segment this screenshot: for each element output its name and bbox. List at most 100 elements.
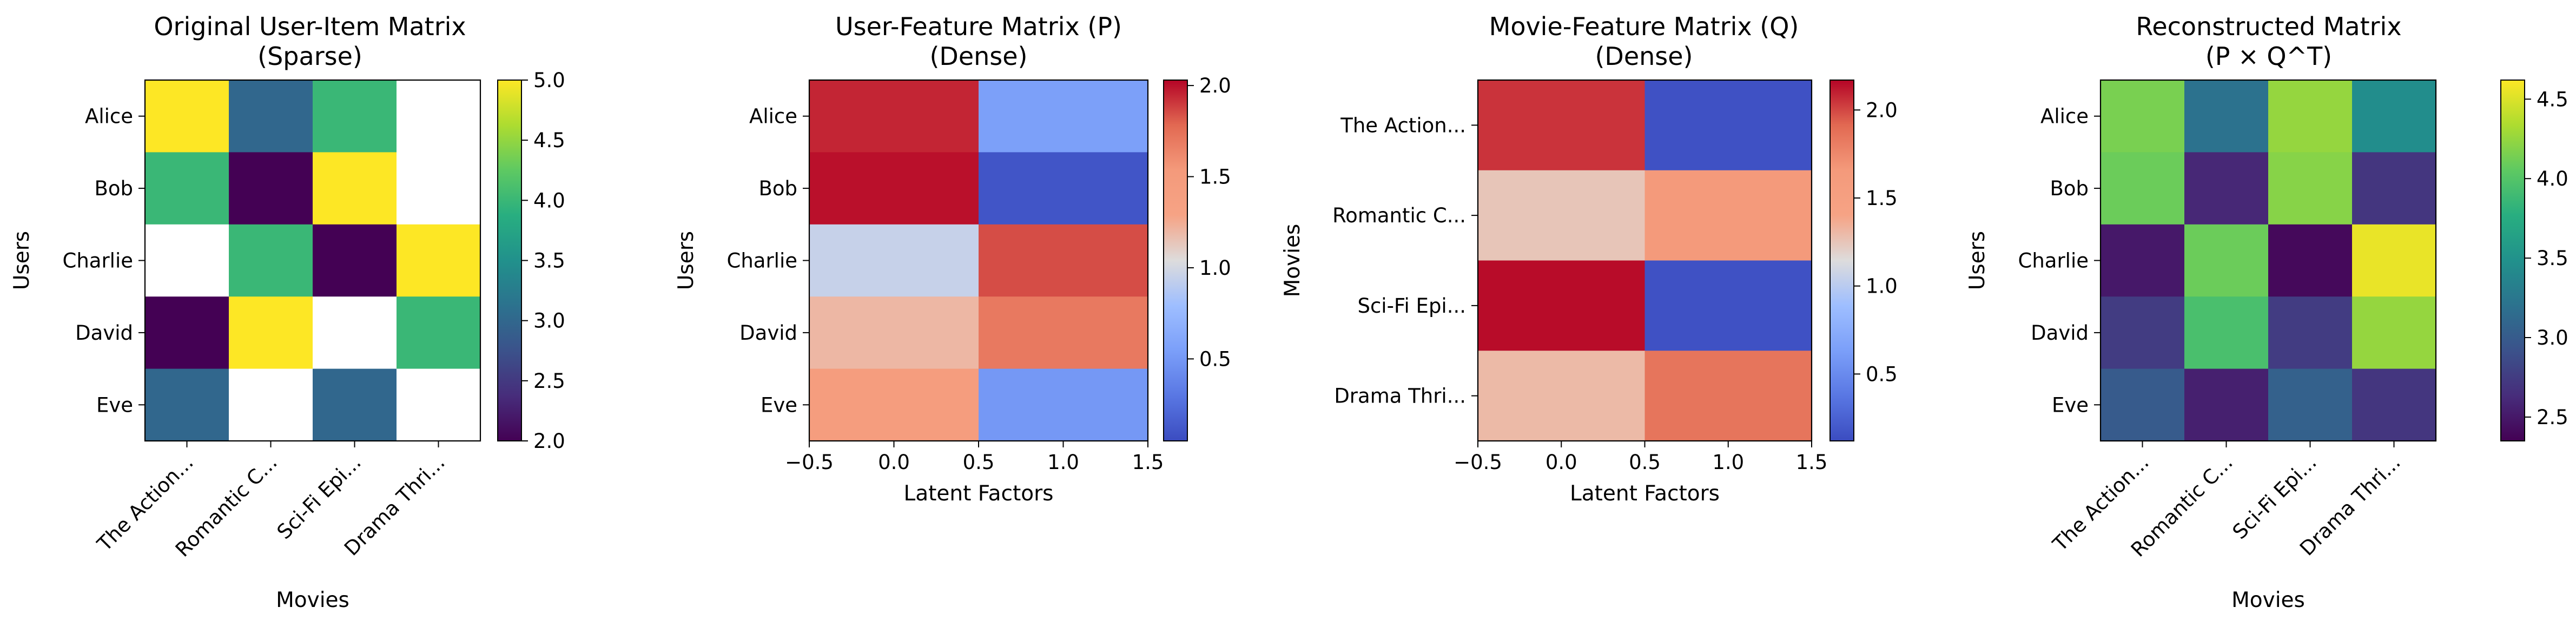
colorbar-tick-label: 2.5 xyxy=(2537,406,2568,429)
panel-original-matrix: Original User-Item Matrix (Sparse) Alice… xyxy=(10,12,565,612)
heatmap-cell xyxy=(2352,80,2436,153)
panel-title-line1: Original User-Item Matrix xyxy=(154,12,466,41)
x-tick-label: −0.5 xyxy=(1454,451,1502,474)
heatmap-plot: Alice Bob Charlie David Eve Users −0.5 0.0 0.5 1.… xyxy=(674,74,1231,506)
heatmap-cell xyxy=(979,368,1148,441)
colorbar-tick-label: 4.0 xyxy=(533,189,565,212)
colorbar-tick-label: 1.5 xyxy=(1199,166,1231,189)
x-tick-label: 0.0 xyxy=(1545,451,1577,474)
heatmap-cell xyxy=(809,80,979,153)
panel-user-feature-matrix: User-Feature Matrix (P) (Dense) Alice Bob… xyxy=(674,12,1231,506)
heatmap-cell xyxy=(1478,351,1646,441)
panel-title-line1: Reconstructed Matrix xyxy=(2136,12,2401,41)
y-tick-label: Sci-Fi Epi... xyxy=(1357,294,1466,318)
colorbar-tick-label: 4.5 xyxy=(533,129,565,152)
heatmap-cell xyxy=(145,152,229,225)
panel-title-line2: (P × Q^T) xyxy=(2205,42,2332,71)
x-axis-label: Movies xyxy=(276,588,349,612)
y-tick-label: The Action... xyxy=(1340,114,1466,137)
colorbar-tick-label: 3.5 xyxy=(533,249,565,273)
colorbar xyxy=(1829,80,1854,441)
y-tick-label: Charlie xyxy=(727,249,798,273)
heatmap-cell-empty xyxy=(145,224,229,297)
heatmap-cell xyxy=(809,224,979,297)
heatmap-cell xyxy=(809,296,979,369)
heatmap-plot: The Action... Romantic C... Sci-Fi Epi... D… xyxy=(1280,79,1898,506)
colorbar-tick-label: 0.5 xyxy=(1866,362,1898,386)
heatmap-cell xyxy=(2101,368,2185,441)
colorbar-tick-label: 5.0 xyxy=(533,69,565,92)
heatmap-cell xyxy=(2352,152,2436,225)
colorbar-tick-label: 3.0 xyxy=(533,309,565,333)
y-tick-label: Romantic C... xyxy=(1332,204,1466,227)
colorbar-tick-label: 2.5 xyxy=(533,369,565,393)
heatmap-cell-empty xyxy=(229,368,313,441)
heatmap-cell-empty xyxy=(313,296,397,369)
heatmap-cell xyxy=(229,296,313,369)
colorbar-tick-label: 2.0 xyxy=(1866,98,1898,122)
x-tick-label: 1.5 xyxy=(1132,451,1164,474)
x-tick-label: 1.5 xyxy=(1796,451,1828,474)
y-tick-label: Bob xyxy=(758,177,797,200)
heatmap-cell xyxy=(809,152,979,225)
heatmap-cell xyxy=(1644,351,1812,441)
heatmap-cell xyxy=(979,80,1148,153)
heatmap-cell xyxy=(2184,152,2269,225)
heatmap-cell xyxy=(1644,80,1812,171)
heatmap-cell xyxy=(2268,368,2353,441)
heatmap-cell xyxy=(2184,296,2269,369)
heatmap-cell xyxy=(809,368,979,441)
y-tick-label: Charlie xyxy=(2018,249,2089,273)
heatmap-cell xyxy=(979,296,1148,369)
y-axis-label: Users xyxy=(10,231,34,290)
heatmap-cell xyxy=(1644,170,1812,261)
colorbar xyxy=(2500,80,2525,441)
heatmap-cell xyxy=(979,224,1148,297)
x-tick-label: −0.5 xyxy=(785,451,834,474)
y-tick-label: Bob xyxy=(2050,177,2089,200)
panel-title-line2: (Sparse) xyxy=(257,42,362,71)
y-tick-label: David xyxy=(75,321,133,345)
y-tick-label: Eve xyxy=(96,393,133,417)
x-tick-label: Sci-Fi Epi... xyxy=(273,451,366,544)
heatmap-cell-empty xyxy=(397,80,481,153)
heatmap-cell xyxy=(229,224,313,297)
heatmap-cell xyxy=(2352,368,2436,441)
colorbar-tick-label: 3.0 xyxy=(2537,326,2568,349)
y-tick-label: Eve xyxy=(761,393,797,417)
heatmap-cell xyxy=(1478,80,1646,171)
colorbar-tick-label: 2.0 xyxy=(1199,74,1231,97)
y-axis-label: Movies xyxy=(1280,224,1305,298)
heatmap-cell xyxy=(2268,80,2353,153)
heatmap-cell xyxy=(1478,260,1646,351)
heatmap-cell-empty xyxy=(397,368,481,441)
heatmap-cell xyxy=(397,224,481,297)
y-tick-label: Drama Thri... xyxy=(1334,385,1466,408)
heatmap-cell xyxy=(145,368,229,441)
x-tick-label: 0.5 xyxy=(963,451,995,474)
heatmap-cell xyxy=(2184,368,2269,441)
y-axis-label: Users xyxy=(1965,231,1990,290)
y-tick-label: David xyxy=(2031,321,2089,345)
heatmap-cell xyxy=(2352,296,2436,369)
colorbar xyxy=(497,80,522,441)
heatmap-cell xyxy=(1478,170,1646,261)
panel-title-line1: Movie-Feature Matrix (Q) xyxy=(1489,12,1799,41)
heatmap-cell xyxy=(313,368,397,441)
y-tick-label: David xyxy=(739,321,797,345)
x-axis-label: Latent Factors xyxy=(903,481,1053,506)
heatmap-cell xyxy=(2268,152,2353,225)
colorbar-tick-label: 1.5 xyxy=(1866,187,1898,210)
heatmap-cell xyxy=(397,296,481,369)
colorbar-tick-label: 3.5 xyxy=(2537,247,2568,270)
x-tick-label: Sci-Fi Epi... xyxy=(2228,451,2321,544)
panel-title-line2: (Dense) xyxy=(1595,42,1693,71)
heatmap-cell xyxy=(2101,152,2185,225)
colorbar-tick-label: 0.5 xyxy=(1199,347,1231,371)
heatmap-cell xyxy=(2101,80,2185,153)
heatmap-cell xyxy=(2101,224,2185,297)
y-tick-label: Bob xyxy=(94,177,133,200)
y-tick-label: Alice xyxy=(85,105,133,128)
y-tick-label: Eve xyxy=(2052,393,2089,417)
